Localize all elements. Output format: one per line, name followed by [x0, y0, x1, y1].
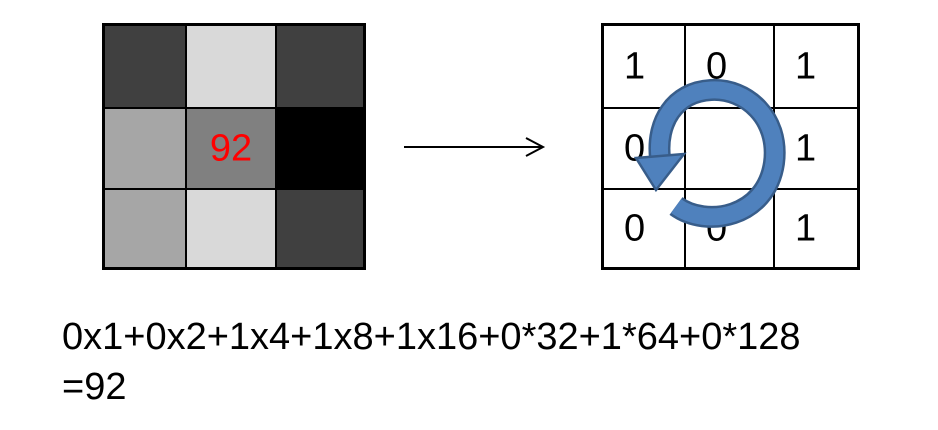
gray-cell-2-2 [276, 189, 364, 268]
binary-value: 1 [795, 207, 817, 249]
binary-cell-0-1: 0 [685, 25, 774, 108]
counterclockwise-rotation-icon [633, 78, 786, 228]
binary-value: 1 [795, 45, 817, 87]
gray-cell-2-0 [104, 189, 186, 268]
gray-cell-2-1 [186, 189, 276, 268]
grayscale-grid: 92 [102, 23, 366, 270]
gray-cell-1-0 [104, 108, 186, 189]
binary-cell-2-0: 0 [603, 189, 685, 268]
gray-cell-1-2 [276, 108, 364, 189]
gray-cell-0-0 [104, 25, 186, 108]
gray-cell-center: 92 [186, 108, 276, 189]
gray-cell-0-1 [186, 25, 276, 108]
binary-value: 1 [624, 45, 646, 87]
binary-cell-0-0: 1 [603, 25, 685, 108]
binary-value: 0 [706, 45, 728, 87]
binary-cell-2-2: 1 [774, 189, 858, 268]
formula-result: =92 [62, 366, 127, 408]
formula-line-1: 0x1+0x2+1x4+1x8+1x16+0*32+1*64+0*128 [62, 316, 801, 358]
binary-cell-0-2: 1 [774, 25, 858, 108]
right-arrow-icon [404, 137, 546, 157]
binary-grid: 1 0 1 0 1 0 0 1 [601, 23, 860, 270]
gray-cell-0-2 [276, 25, 364, 108]
binary-value: 0 [624, 207, 646, 249]
binary-value: 1 [795, 127, 817, 169]
center-pixel-value: 92 [209, 127, 253, 169]
binary-to-decimal-formula: 0x1+0x2+1x4+1x8+1x16+0*32+1*64+0*128 =92 [62, 312, 801, 412]
